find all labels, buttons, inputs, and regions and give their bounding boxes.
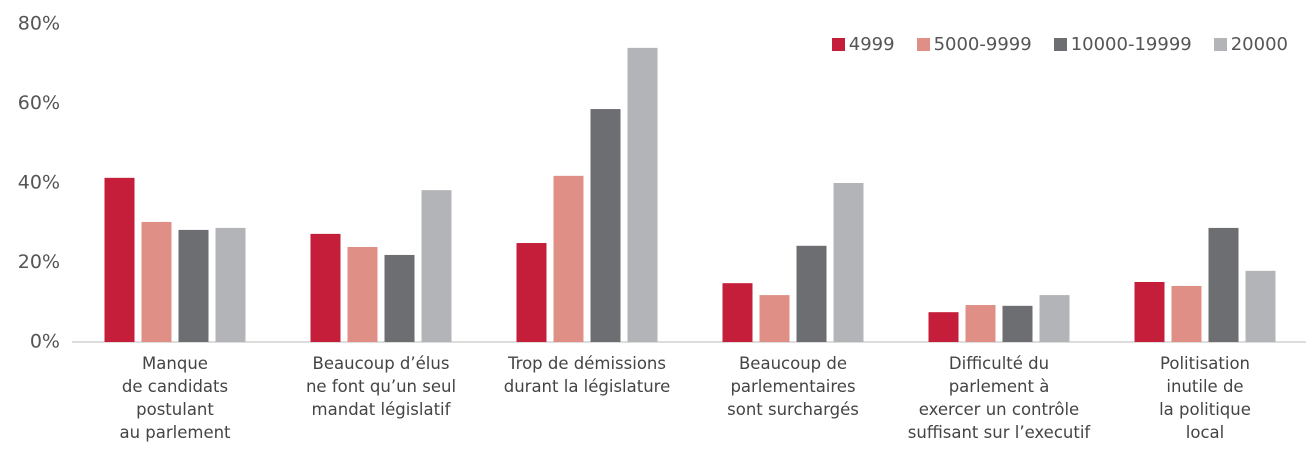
legend-item: 10000-19999 — [1053, 34, 1192, 55]
bar — [759, 295, 790, 342]
legend-swatch — [1213, 38, 1227, 51]
bar — [141, 221, 172, 342]
bar — [1171, 285, 1202, 342]
bar — [421, 190, 452, 342]
legend-item: 4999 — [831, 34, 895, 55]
bar — [928, 312, 959, 342]
bar — [833, 183, 864, 342]
legend-label: 10000-19999 — [1070, 34, 1192, 55]
legend-swatch — [1053, 38, 1067, 51]
y-tick-label: 20% — [18, 251, 60, 273]
bar — [553, 175, 584, 342]
y-tick-label: 80% — [18, 13, 60, 35]
x-tick-label: Politisation inutile de la politique loc… — [1159, 354, 1251, 442]
bar — [722, 283, 753, 342]
bar — [215, 227, 246, 342]
legend-label: 4999 — [848, 34, 895, 55]
bar — [1134, 281, 1165, 342]
x-tick-label: Difficulté du parlement à exercer un con… — [907, 354, 1091, 442]
bar — [347, 246, 378, 342]
bar — [178, 229, 209, 342]
x-tick-label: Beaucoup d’élus ne font qu’un seul manda… — [305, 354, 457, 419]
legend-item: 5000-9999 — [916, 34, 1032, 55]
bar — [384, 254, 415, 342]
bar — [1039, 295, 1070, 342]
bar — [965, 305, 996, 342]
bar — [1002, 305, 1033, 342]
y-tick-label: 40% — [18, 172, 60, 194]
y-tick-label: 60% — [18, 92, 60, 114]
x-tick-label: Manque de candidats postulant au parleme… — [119, 354, 231, 442]
bar — [590, 109, 621, 342]
bar — [627, 47, 658, 342]
bar — [310, 233, 341, 342]
legend-swatch — [831, 38, 845, 51]
bar — [104, 177, 135, 342]
bar — [516, 243, 547, 342]
legend-swatch — [916, 38, 930, 51]
legend-label: 20000 — [1230, 34, 1288, 55]
legend: 4999 5000-9999 10000-19999 20000 — [831, 34, 1288, 55]
y-tick-label: 0% — [30, 331, 60, 353]
bar — [796, 245, 827, 342]
legend-item: 20000 — [1213, 34, 1288, 55]
legend-label: 5000-9999 — [933, 34, 1032, 55]
bar — [1245, 270, 1276, 342]
x-tick-label: Beaucoup de parlementaires sont surcharg… — [727, 354, 859, 419]
bar — [1208, 227, 1239, 342]
x-tick-label: Trop de démissions durant la législature — [503, 354, 671, 396]
